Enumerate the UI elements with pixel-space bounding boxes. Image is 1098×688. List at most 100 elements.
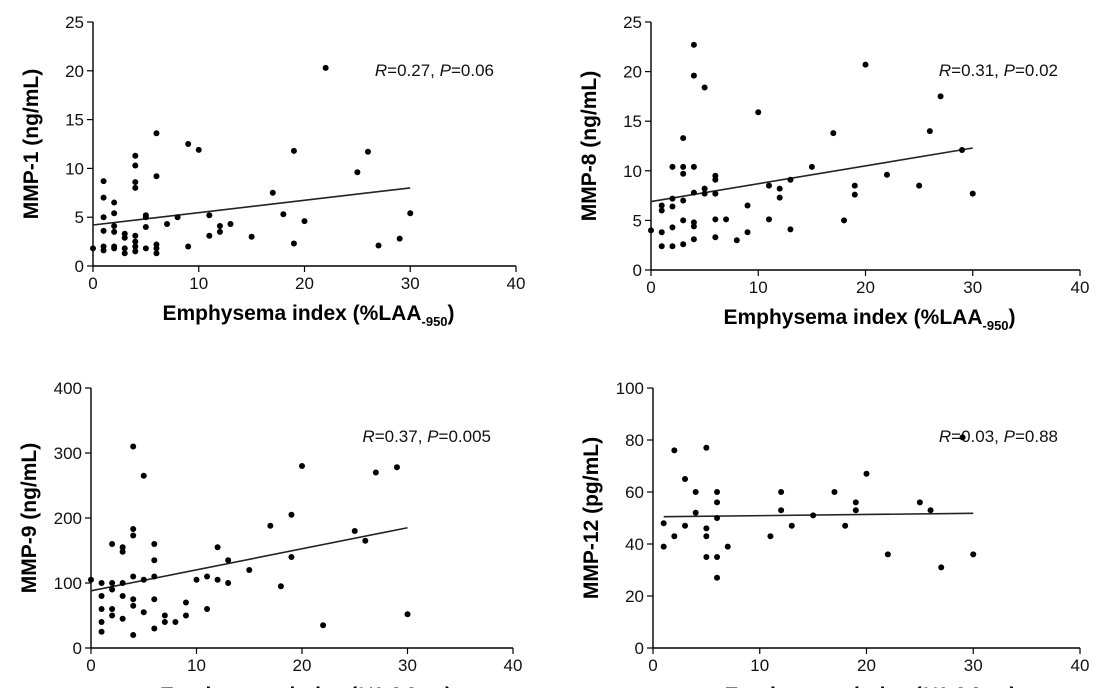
data-point <box>703 554 710 560</box>
data-point <box>938 564 945 571</box>
data-point <box>111 222 118 229</box>
data-point <box>969 190 976 197</box>
data-point <box>153 245 160 252</box>
data-point <box>140 576 147 583</box>
r-value: =0.03, <box>951 427 1003 446</box>
data-point <box>744 202 751 209</box>
data-point <box>690 236 697 243</box>
data-point <box>690 163 697 170</box>
x-axis-title-close: ) <box>1010 684 1017 688</box>
data-point <box>151 596 158 603</box>
data-point <box>130 632 137 638</box>
p-value: =0.005 <box>439 427 491 446</box>
data-point <box>320 622 327 629</box>
data-point <box>682 522 689 529</box>
data-point <box>204 573 211 580</box>
regression-line <box>663 512 974 518</box>
data-point <box>216 228 223 235</box>
x-tick-label: 10 <box>187 656 206 675</box>
data-point <box>680 217 687 224</box>
x-axis-title-close: ) <box>445 684 452 688</box>
data-point <box>396 235 403 242</box>
data-point <box>109 580 116 586</box>
data-point <box>810 512 817 519</box>
data-point <box>669 163 676 170</box>
data-point <box>130 573 137 580</box>
x-axis-title-main: Emphysema index (%LAA <box>162 302 421 325</box>
r-label: R <box>375 61 387 80</box>
data-point <box>690 41 697 48</box>
x-tick-label: 10 <box>750 656 769 675</box>
p-label: P <box>1004 427 1016 446</box>
data-point <box>246 567 253 573</box>
data-point <box>712 234 719 241</box>
data-point <box>680 170 687 177</box>
data-point <box>119 548 126 555</box>
data-point <box>862 61 869 68</box>
data-point <box>142 245 149 252</box>
data-point <box>267 522 274 529</box>
data-point <box>185 243 192 250</box>
data-point <box>404 611 411 618</box>
data-point <box>164 221 171 228</box>
data-point <box>227 221 234 228</box>
y-tick-label: 400 <box>54 379 82 398</box>
data-point <box>290 240 297 247</box>
x-tick-label: 10 <box>749 278 768 297</box>
data-point <box>712 190 719 197</box>
data-point <box>703 533 710 540</box>
x-tick-label: 40 <box>507 274 526 293</box>
data-point <box>714 489 721 495</box>
data-point <box>669 195 676 202</box>
y-tick-label: 0 <box>73 639 82 658</box>
data-point <box>119 544 126 551</box>
data-point <box>714 574 721 581</box>
data-point <box>841 217 848 224</box>
panel-mmp1: 0 5 10 15 20 25 0 10 20 30 40 MMP-1 (ng/mL) Emphysem… <box>20 13 525 329</box>
data-point <box>830 130 837 137</box>
data-point <box>182 612 189 619</box>
x-tick-label: 40 <box>504 656 523 675</box>
data-point <box>214 544 221 551</box>
data-point <box>153 130 160 137</box>
data-point <box>787 176 794 183</box>
panel-mmp8: 0 5 10 15 20 25 0 10 20 30 40 MMP-8 (ng/mL) Emphysem… <box>578 13 1089 333</box>
y-tick-label: 5 <box>75 208 84 227</box>
data-point <box>132 232 139 239</box>
data-point <box>98 593 105 599</box>
data-point <box>225 580 232 586</box>
data-point <box>755 109 762 116</box>
x-tick-label: 40 <box>1071 656 1090 675</box>
data-point <box>690 189 697 196</box>
x-axis-title-close: ) <box>1009 306 1016 329</box>
data-point <box>109 586 116 593</box>
data-point <box>185 141 192 147</box>
data-point <box>658 243 665 250</box>
data-point <box>214 576 221 583</box>
y-tick-label: 10 <box>623 162 642 181</box>
data-point <box>658 229 665 236</box>
y-tick-label: 300 <box>54 444 82 463</box>
x-tick-label: 0 <box>648 656 657 675</box>
data-point <box>714 499 721 506</box>
data-point <box>182 599 189 606</box>
data-point <box>690 72 697 79</box>
data-point <box>703 444 710 451</box>
data-point <box>322 64 329 71</box>
data-point <box>204 606 211 612</box>
data-point <box>778 489 785 495</box>
r-value: =0.37, <box>375 427 427 446</box>
data-point <box>765 216 772 223</box>
y-tick-label: 0 <box>633 261 642 280</box>
data-point <box>701 190 708 197</box>
data-point <box>916 182 923 189</box>
y-tick-label: 15 <box>623 112 642 131</box>
data-point <box>269 189 276 196</box>
y-tick-label: 80 <box>625 431 644 450</box>
data-point <box>206 212 213 219</box>
data-point <box>658 207 665 214</box>
data-point <box>119 615 126 622</box>
x-tick-label: 30 <box>964 656 983 675</box>
data-point <box>372 469 379 476</box>
data-point <box>288 554 295 560</box>
